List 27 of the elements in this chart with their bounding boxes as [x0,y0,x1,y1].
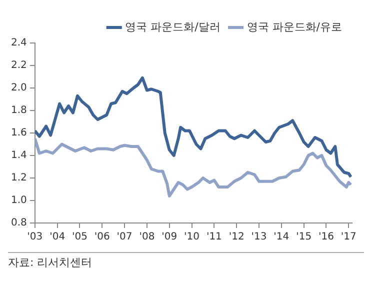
x-tick-label: '13 [251,232,267,243]
y-tick-label: 2.0 [10,82,27,94]
x-tick-label: '08 [139,232,155,243]
y-tick-label: 2.2 [10,60,27,72]
text: 자료: 리서치센터 [8,255,364,270]
x-tick-label: '09 [162,232,178,243]
x-tick-label: '15 [296,232,312,243]
y-tick-label: 1.6 [10,128,27,139]
y-tick-label: 1.2 [10,172,27,184]
x-tick-label: '14 [274,232,290,243]
x-tick-label: '12 [228,232,244,243]
y-tick-label: 1.0 [10,195,27,206]
x-tick-label: '03 [27,232,43,243]
y-tick-label: 1.8 [10,105,27,116]
legend-label: 영국 파운드화/유로 [246,20,342,34]
x-tick-label: '11 [206,232,222,243]
y-tick-label: 2.4 [10,38,27,49]
x-tick-label: '05 [72,232,88,243]
x-tick-label: '04 [50,232,66,243]
x-tick-label: '10 [184,232,200,243]
legend-label: 영국 파운드화/달러 [125,20,220,34]
y-tick-label: 0.8 [10,218,27,229]
y-tick-label: 1.4 [10,150,27,162]
x-tick-label: '16 [318,232,334,243]
x-tick-label: '07 [116,232,132,243]
x-tick-label: '06 [94,232,110,243]
x-tick-label: '17 [340,232,356,243]
